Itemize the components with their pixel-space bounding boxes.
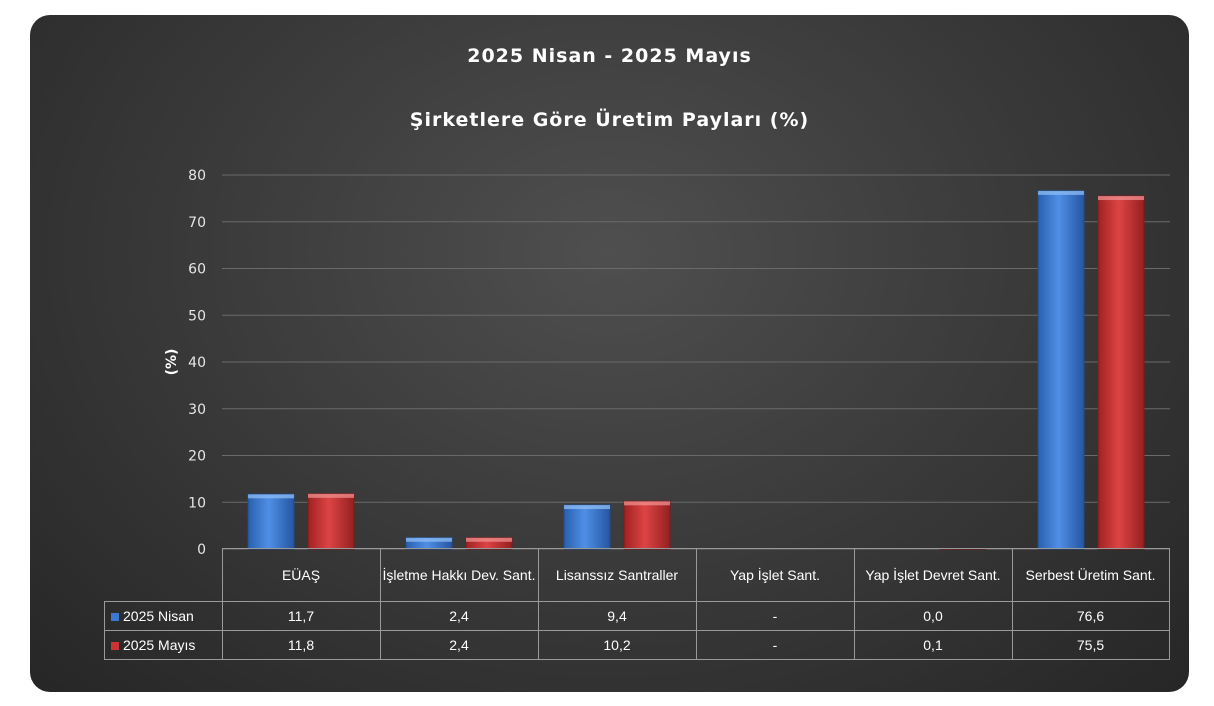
table-corner	[105, 549, 223, 602]
y-tick-label: 60	[188, 262, 206, 278]
y-tick-label: 20	[188, 449, 206, 465]
y-axis-label: (%)	[164, 349, 180, 376]
y-tick-label: 10	[188, 495, 206, 511]
bar-2025-nisan	[563, 504, 611, 550]
category-label: Lisanssız Santraller	[537, 548, 697, 602]
chart-subtitle: Şirketlere Göre Üretim Payları (%)	[409, 109, 810, 131]
chart-title: 2025 Nisan - 2025 Mayıs	[467, 45, 752, 67]
value-cell: 0,0	[853, 601, 1013, 631]
bar-2025-nisan	[1037, 190, 1085, 550]
y-tick-label: 0	[197, 542, 206, 558]
bar-top-highlight	[624, 501, 670, 506]
value-cell: 0,1	[853, 630, 1013, 660]
value-cell: -	[695, 601, 855, 631]
bar-top-highlight	[406, 537, 452, 542]
value-cell: 11,8	[221, 630, 381, 660]
legend-key-icon	[111, 613, 119, 622]
bar-top-highlight	[1098, 196, 1144, 201]
legend-entry-nisan: 2025 Nisan	[104, 601, 223, 631]
y-tick-label: 30	[188, 402, 206, 418]
value-cell: 9,4	[537, 601, 697, 631]
bar-2025-mayis	[307, 493, 355, 550]
table-row: 2025 Nisan 11,7 2,4 9,4 - 0,0 76,6	[104, 601, 1170, 631]
bar-chart-plot: 0 10 20 30 40 50 60 70 80 (%)	[164, 168, 1170, 558]
bar-top-highlight	[248, 494, 294, 499]
category-label: Yap İşlet Sant.	[695, 548, 855, 602]
value-cell: 11,7	[221, 601, 381, 631]
table-row: 2025 Mayıs 11,8 2,4 10,2 - 0,1 75,5	[104, 630, 1170, 660]
bar-2025-mayis	[623, 500, 671, 550]
bar-top-highlight	[308, 493, 354, 498]
y-tick-label: 50	[188, 308, 206, 324]
value-cell: -	[695, 630, 855, 660]
series-name: 2025 Nisan	[123, 608, 194, 624]
bar-top-highlight	[466, 537, 512, 542]
chart-panel: 2025 Nisan - 2025 Mayıs Şirketlere Göre …	[30, 15, 1189, 692]
table-header-row: EÜAŞ İşletme Hakkı Dev. Sant. Lisanssız …	[105, 548, 1170, 602]
data-table: EÜAŞ İşletme Hakkı Dev. Sant. Lisanssız …	[104, 548, 1170, 660]
value-cell: 76,6	[1011, 601, 1170, 631]
category-label: Yap İşlet Devret Sant.	[853, 548, 1013, 602]
legend-entry-mayis: 2025 Mayıs	[104, 630, 223, 660]
y-tick-label: 70	[188, 215, 206, 231]
series-name: 2025 Mayıs	[123, 637, 196, 653]
category-label: Serbest Üretim Sant.	[1011, 548, 1170, 602]
y-tick-label: 80	[188, 168, 206, 184]
legend-key-icon	[111, 642, 119, 651]
y-tick-label: 40	[188, 355, 206, 371]
value-cell: 2,4	[379, 630, 539, 660]
value-cell: 2,4	[379, 601, 539, 631]
bar-2025-mayis	[1097, 195, 1145, 550]
category-label: EÜAŞ	[221, 548, 381, 602]
bar-top-highlight	[564, 505, 610, 510]
value-cell: 75,5	[1011, 630, 1170, 660]
value-cell: 10,2	[537, 630, 697, 660]
bar-top-highlight	[1038, 190, 1084, 195]
bar-2025-nisan	[247, 493, 295, 550]
category-label: İşletme Hakkı Dev. Sant.	[379, 548, 539, 602]
